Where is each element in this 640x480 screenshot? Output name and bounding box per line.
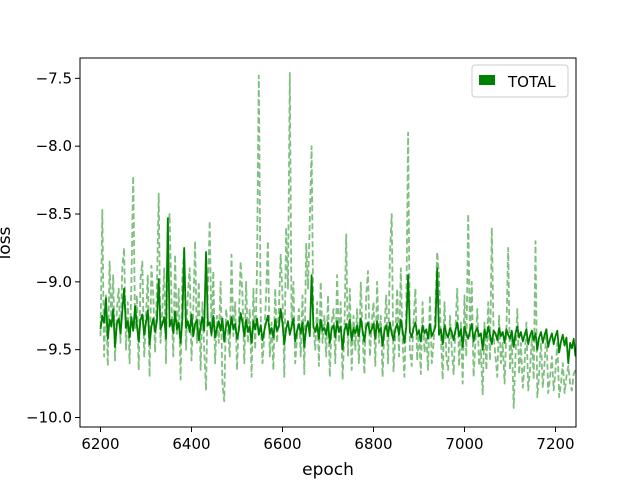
y-axis: −7.5 −8.0 −8.5 −9.0 −9.5 −10.0 [26,69,80,427]
y-tick-label: −10.0 [26,409,72,427]
x-tick-label: 7200 [536,435,574,453]
plot-frame [79,57,577,428]
legend-swatch-total [479,75,495,85]
series-layer [99,72,577,409]
y-tick-label: −9.5 [36,341,72,359]
x-tick-label: 6200 [81,435,119,453]
x-tick-label: 6800 [354,435,392,453]
y-tick-label: −9.0 [36,273,72,291]
x-axis-title: epoch [302,460,354,480]
series-line-total [99,217,577,365]
y-tick-label: −8.5 [36,205,72,223]
y-tick-label: −8.0 [36,137,72,155]
y-tick-label: −7.5 [36,69,72,87]
y-axis-title: loss [0,226,15,259]
legend: TOTAL [471,64,569,98]
x-axis: 6200 6400 6600 6800 7000 7200 [81,427,575,453]
legend-frame [471,64,569,98]
x-tick-label: 6600 [263,435,301,453]
legend-label-total: TOTAL [507,73,556,91]
x-tick-label: 6400 [172,435,210,453]
x-tick-label: 7000 [445,435,483,453]
